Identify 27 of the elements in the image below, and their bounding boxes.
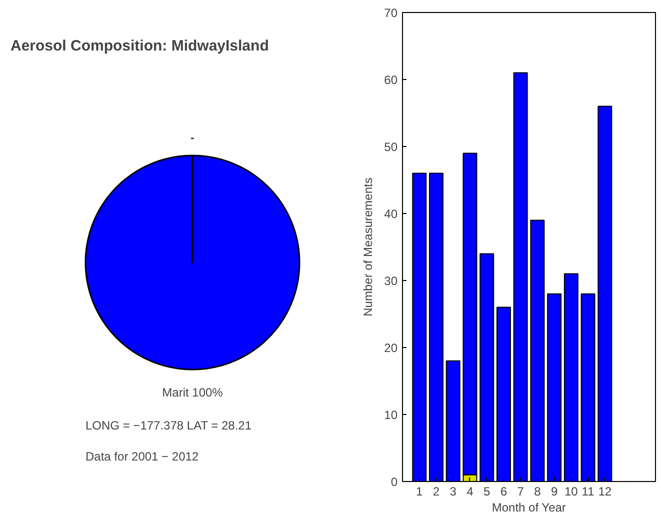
y-tick-label: 20 <box>384 341 398 355</box>
x-tick-label: 3 <box>450 484 457 498</box>
x-tick-label: 1 <box>416 484 424 498</box>
x-tick-label: 11 <box>582 484 595 498</box>
text: LONG = −177.378 LAT = 28.21 <box>86 418 252 432</box>
x-tick-label: 7 <box>517 484 524 498</box>
slice-label: Marit 100% <box>162 386 224 400</box>
y-axis-title: Number of Measurements <box>361 178 376 316</box>
x-tick-label: 5 <box>483 484 490 498</box>
y-tick-label: 60 <box>384 73 398 87</box>
x-tick-label: 9 <box>550 484 558 498</box>
y-tick-label: 10 <box>384 408 398 422</box>
y-tick-label: 0 <box>390 475 398 489</box>
x-tick-label: 4 <box>466 484 474 498</box>
x-tick-label: 8 <box>534 484 542 498</box>
x-tick-label: 12 <box>598 484 612 498</box>
x-tick-label: 10 <box>564 484 578 498</box>
x-tick-label: 2 <box>432 484 440 498</box>
y-tick-label: 40 <box>384 207 398 221</box>
y-tick-label: 30 <box>384 274 398 288</box>
x-axis-title: Month of Year <box>492 500 566 514</box>
x-tick-label: 6 <box>500 484 508 498</box>
y-tick-label: 70 <box>384 6 398 20</box>
text: Data for 2001 − 2012 <box>86 450 199 464</box>
text: - <box>190 130 194 144</box>
chart-title: Aerosol Composition: MidwayIsland <box>10 38 269 54</box>
y-tick-label: 50 <box>384 140 398 154</box>
